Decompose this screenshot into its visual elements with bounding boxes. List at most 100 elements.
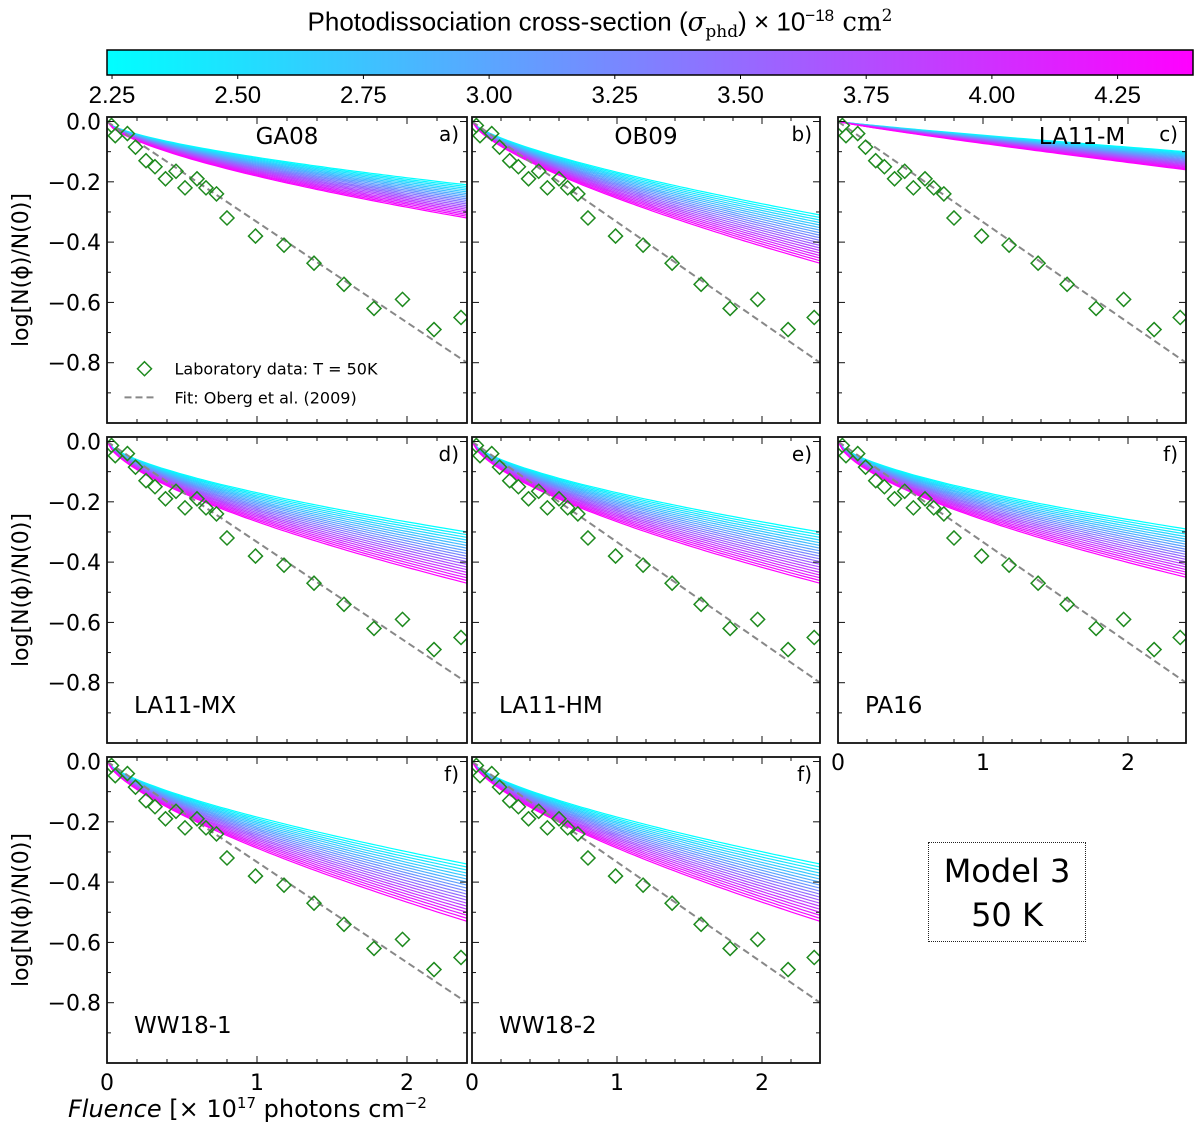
- lab-data-point: [208, 185, 225, 202]
- plot-area: [472, 437, 820, 684]
- lab-data-point: [579, 849, 597, 867]
- lab-data-point: [452, 949, 467, 966]
- model-curve: [472, 441, 820, 541]
- model-curve: [838, 441, 1186, 545]
- model-curve: [472, 761, 820, 868]
- model-curve: [107, 441, 467, 538]
- lab-data-point: [849, 125, 866, 142]
- model-curve: [838, 441, 1186, 540]
- panel-title: LA11-M: [1039, 124, 1126, 150]
- y-tick-label: −0.8: [48, 352, 101, 377]
- lab-data-point: [491, 459, 508, 476]
- plot-area: [472, 757, 820, 1004]
- lab-data-point: [218, 849, 236, 867]
- model-curve: [472, 121, 820, 244]
- model-curve: [472, 121, 820, 254]
- model-curve: [107, 761, 467, 889]
- lab-data-point: [305, 575, 323, 592]
- model-curve: [838, 120, 1186, 171]
- lab-data-point: [335, 596, 353, 613]
- lab-data-point: [157, 490, 174, 507]
- model-curve: [838, 441, 1186, 535]
- model-curve: [472, 121, 820, 216]
- model-curve: [107, 441, 467, 549]
- lab-data-point: [607, 868, 624, 885]
- model-curve: [107, 761, 467, 871]
- lab-data-point: [664, 895, 681, 912]
- y-tick-label: −0.8: [48, 992, 101, 1017]
- y-tick-label: −0.2: [48, 171, 101, 196]
- plot-area: [107, 757, 467, 1004]
- fit-line: [472, 440, 820, 684]
- colorbar-tick-label: 3.00: [466, 82, 513, 109]
- lab-data-point: [1001, 237, 1018, 254]
- lab-data-point: [127, 139, 144, 156]
- model-curve: [107, 761, 467, 886]
- y-tick-label: 0.0: [66, 431, 101, 456]
- colorbar-tick-label: 2.75: [340, 82, 387, 109]
- lab-data-point: [305, 255, 323, 272]
- fit-line: [838, 120, 1186, 364]
- model-curve: [472, 441, 820, 565]
- lab-data-point: [197, 819, 215, 836]
- colorbar-tick-label: 2.25: [89, 82, 136, 109]
- panel-letter: c): [1159, 122, 1178, 146]
- model-curve: [472, 441, 820, 549]
- y-axis-label: log[N(ϕ)/N(0)]: [9, 513, 34, 667]
- fit-line: [472, 760, 820, 1004]
- lab-data-point: [275, 877, 293, 894]
- lab-data-point: [849, 445, 866, 462]
- lab-data-point: [188, 490, 206, 507]
- lab-data-point: [569, 185, 586, 202]
- model-label-box: Model 3 50 K: [928, 842, 1086, 942]
- x-tick-label: 2: [400, 1071, 414, 1096]
- lab-data-point: [394, 931, 411, 948]
- y-axis-label: log[N(ϕ)/N(0)]: [9, 193, 34, 347]
- lab-data-point: [365, 940, 383, 957]
- lab-data-point: [886, 170, 903, 187]
- lab-data-point: [1146, 641, 1163, 658]
- lab-data-point: [749, 611, 766, 628]
- model-curve: [838, 441, 1186, 543]
- lab-data-point: [520, 490, 537, 507]
- plot-area: [472, 117, 820, 364]
- lab-data-point: [722, 940, 739, 957]
- lab-data-point: [664, 255, 681, 272]
- lab-data-point: [157, 810, 174, 827]
- panel-title: OB09: [614, 124, 677, 150]
- model-curve: [472, 761, 820, 919]
- lab-data-point: [550, 170, 568, 187]
- model-curve: [472, 761, 820, 898]
- lab-data-point: [146, 478, 164, 495]
- panel-title: LA11-MX: [134, 693, 236, 719]
- model-curve: [838, 441, 1186, 558]
- lab-data-point: [188, 170, 206, 187]
- lab-data-point: [491, 779, 508, 796]
- lab-data-point: [867, 152, 884, 169]
- lab-data-point: [176, 499, 194, 516]
- lab-data-point: [425, 321, 443, 338]
- model-curve: [472, 761, 820, 910]
- model-curve: [107, 441, 467, 579]
- lab-data-point: [1030, 255, 1047, 272]
- y-tick-label: −0.4: [48, 551, 101, 576]
- colorbar-tick-label: 4.00: [969, 82, 1016, 109]
- lab-data-point: [530, 803, 547, 820]
- model-curve: [838, 441, 1186, 553]
- model-curve: [472, 121, 820, 246]
- model-curve: [472, 121, 820, 219]
- model-curve: [472, 761, 820, 883]
- model-curve: [472, 441, 820, 573]
- lab-data-point: [1059, 276, 1076, 293]
- lab-data-point: [539, 179, 556, 196]
- lab-data-point: [722, 300, 739, 317]
- model-curve: [107, 761, 467, 883]
- y-tick-label: −0.4: [48, 871, 101, 896]
- model-curve: [472, 441, 820, 576]
- panel-la11-hm: e) LA11-HM: [471, 436, 821, 744]
- panel-la11-mx: 0.0 −0.2 −0.4 −0.6 −0.8 log[N(ϕ)/N(0)] d) LA11-…: [9, 431, 468, 744]
- plot-area: [107, 437, 467, 684]
- lab-data-point: [607, 548, 624, 565]
- lab-data-point: [1088, 300, 1105, 317]
- lab-data-point: [693, 276, 710, 293]
